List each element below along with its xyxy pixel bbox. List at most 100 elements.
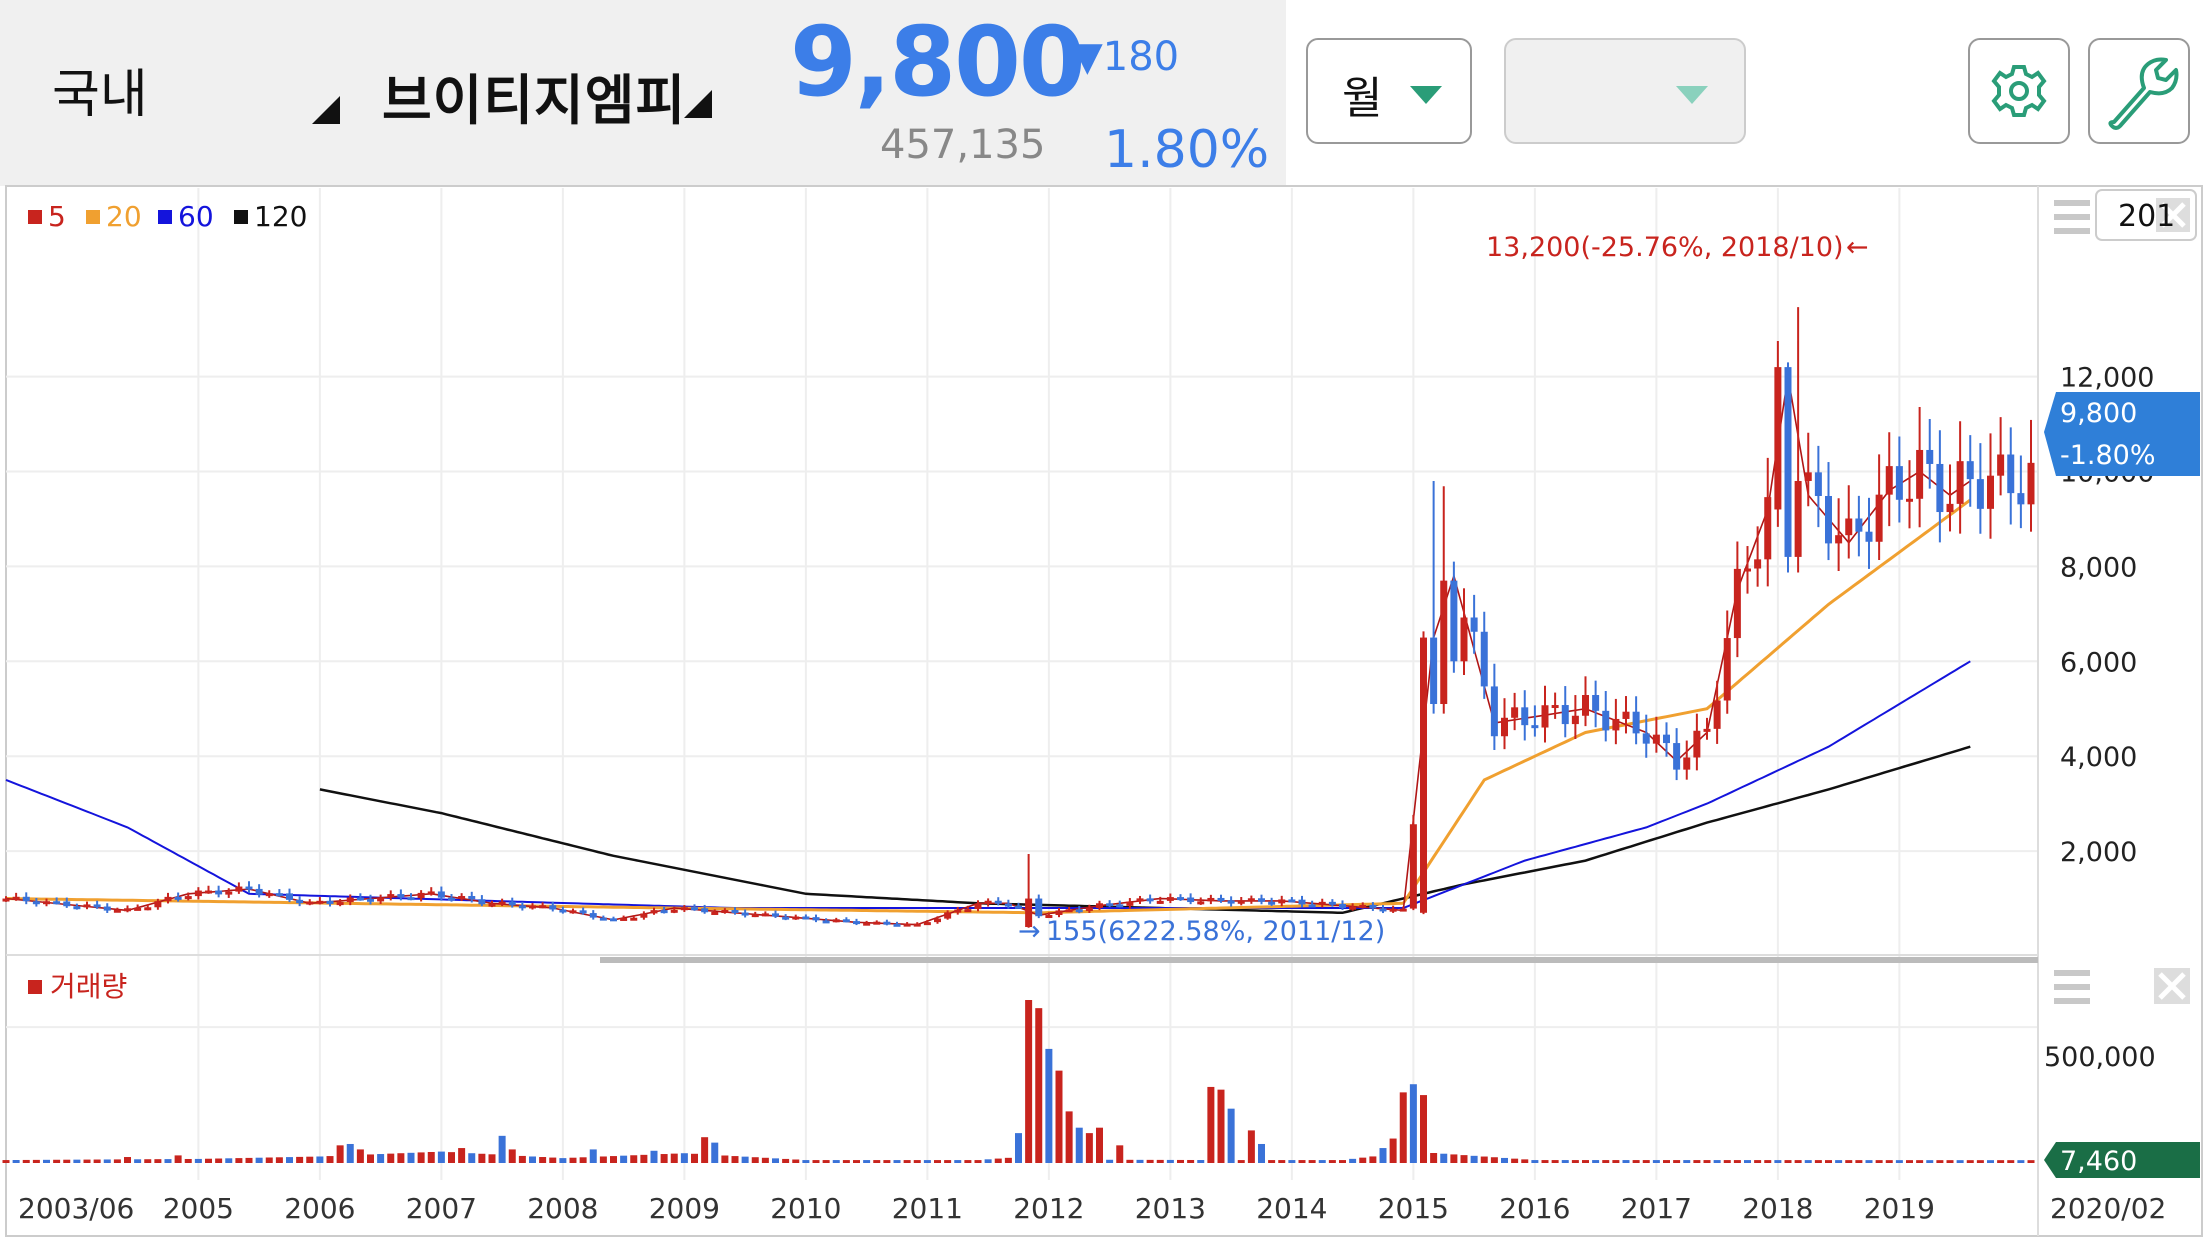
- volume-bar: [1177, 1159, 1184, 1163]
- candle: [427, 887, 435, 896]
- volume-bar: [1997, 1160, 2005, 1163]
- candle: [761, 911, 769, 917]
- menu-icon[interactable]: [2054, 200, 2090, 234]
- volume-bar: [711, 1142, 719, 1163]
- candle: [134, 904, 142, 911]
- volume-bar: [1460, 1155, 1468, 1163]
- volume-bar: [964, 1160, 972, 1163]
- volume-bar: [1399, 1092, 1407, 1163]
- volume-bar: [721, 1155, 729, 1163]
- volume-bar: [539, 1157, 547, 1163]
- volume-bar: [1531, 1160, 1539, 1163]
- volume-menu-icon[interactable]: [2054, 970, 2090, 1004]
- candle: [63, 897, 71, 908]
- volume-bar: [1784, 1160, 1792, 1163]
- candle: [1045, 912, 1053, 919]
- volume-bar: [741, 1156, 749, 1163]
- candle: [448, 894, 455, 902]
- candle: [1632, 696, 1640, 745]
- volume-bar: [437, 1151, 445, 1163]
- volume-bar: [1713, 1160, 1721, 1163]
- candle: [1987, 433, 1994, 539]
- candle: [1531, 705, 1539, 737]
- candle: [1470, 594, 1478, 654]
- candle: [873, 920, 881, 925]
- candles: [2, 307, 2035, 928]
- candle: [559, 906, 567, 914]
- volume-bar: [1835, 1160, 1843, 1163]
- volume-bar: [12, 1160, 20, 1163]
- candle: [83, 901, 91, 910]
- candle: [1673, 728, 1681, 781]
- indicator-dropdown[interactable]: [1504, 38, 1746, 144]
- volume-bar: [1379, 1148, 1387, 1163]
- high-annotation: 13,200(-25.76%, 2018/10): [1486, 232, 1844, 263]
- volume-bar: [1723, 1160, 1731, 1163]
- volume-bar: [1561, 1160, 1569, 1163]
- volume-close-icon[interactable]: [2154, 968, 2190, 1004]
- volume-bar: [326, 1156, 334, 1163]
- candle: [610, 916, 617, 922]
- volume-bar: [1956, 1160, 1964, 1163]
- volume-bar: [772, 1158, 779, 1163]
- volume-bar: [1804, 1160, 1812, 1163]
- candle: [225, 888, 233, 898]
- volume-bar: [660, 1154, 668, 1163]
- candle: [1349, 903, 1357, 911]
- volume-bar: [2007, 1160, 2015, 1163]
- legend-swatch-120: [234, 210, 248, 224]
- candle: [1622, 696, 1630, 734]
- candle: [1177, 894, 1184, 901]
- period-dropdown[interactable]: 월: [1306, 38, 1472, 144]
- volume-bar: [883, 1160, 891, 1163]
- settings-gear-icon: [1991, 65, 2047, 117]
- volume-bar: [1521, 1159, 1529, 1163]
- candle: [53, 897, 61, 905]
- volume-bar: [1764, 1160, 1772, 1163]
- candle: [1055, 908, 1063, 918]
- volume-bar: [1875, 1160, 1883, 1163]
- volume-bar: [1288, 1160, 1296, 1163]
- volume-legend: 거래량: [28, 970, 127, 1003]
- market-dropdown-icon[interactable]: [312, 96, 340, 124]
- candle: [113, 907, 121, 913]
- volume-bar: [1946, 1160, 1954, 1163]
- legend-5: 5: [48, 200, 66, 233]
- trade-volume: 457,135: [880, 122, 1046, 168]
- volume-bar: [93, 1159, 101, 1163]
- candle: [144, 904, 152, 911]
- candle: [478, 895, 486, 907]
- volume-bar: [792, 1159, 800, 1163]
- candle: [245, 881, 253, 893]
- close-icon[interactable]: [2156, 198, 2190, 232]
- x-tick-2006: 2006: [284, 1192, 355, 1225]
- volume-bar: [903, 1160, 911, 1163]
- market-selector[interactable]: 국내: [52, 65, 148, 125]
- tools-button[interactable]: [2088, 38, 2190, 144]
- volume-bar: [1126, 1159, 1134, 1163]
- stock-dropdown-icon[interactable]: [684, 90, 712, 118]
- candle: [1227, 896, 1235, 907]
- candle: [842, 917, 850, 923]
- legend-swatch-5: [28, 210, 42, 224]
- stock-name-selector[interactable]: 브이티지엠피: [382, 69, 687, 132]
- quote-panel: 국내 브이티지엠피 9,800 ▼180 457,135 1.80%: [0, 0, 1286, 186]
- settings-button[interactable]: [1968, 38, 2070, 144]
- volume-bar: [1632, 1160, 1640, 1163]
- candle: [1480, 611, 1488, 699]
- candle: [235, 882, 243, 894]
- volume-bar: [1440, 1153, 1448, 1163]
- volume-bar: [1895, 1160, 1903, 1163]
- candle: [286, 888, 293, 903]
- candle: [1703, 717, 1711, 740]
- volume-bar: [589, 1149, 597, 1163]
- volume-bar: [620, 1155, 628, 1163]
- volume-bar: [782, 1158, 790, 1163]
- volume-bar: [1389, 1138, 1397, 1163]
- candle: [1430, 480, 1438, 714]
- candle: [954, 906, 962, 915]
- candle: [1976, 443, 1984, 534]
- candle: [468, 891, 476, 903]
- candle: [356, 893, 364, 901]
